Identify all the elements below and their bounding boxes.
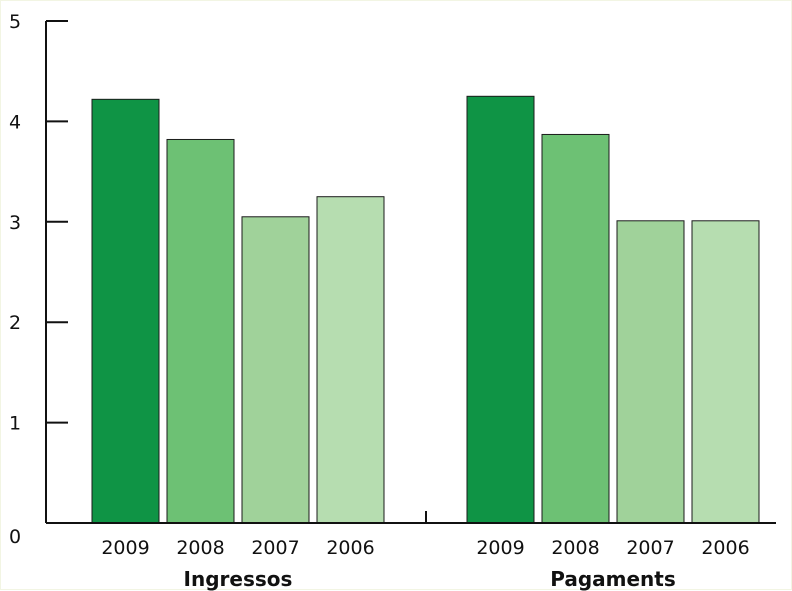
x-category-label: 2007 — [251, 537, 299, 559]
bar-pagaments-2007 — [616, 220, 685, 524]
group-label: Ingressos — [184, 567, 293, 591]
bar-ingressos-2006 — [316, 196, 385, 524]
x-category-label: 2006 — [326, 537, 374, 559]
y-tick-label: 1 — [9, 413, 21, 435]
bar-pagaments-2009 — [466, 95, 535, 524]
bar-pagaments-2006 — [691, 220, 760, 524]
x-category-label: 2006 — [701, 537, 749, 559]
group-label: Pagaments — [550, 567, 676, 591]
bar-ingressos-2009 — [91, 98, 160, 524]
x-category-label: 2009 — [476, 537, 524, 559]
y-tick-label: 2 — [9, 312, 21, 334]
y-tick-label: 4 — [9, 111, 21, 133]
y-tick-label: 0 — [9, 526, 21, 548]
y-tick-label: 3 — [9, 212, 21, 234]
y-tick-label: 5 — [9, 11, 21, 33]
x-category-label: 2008 — [551, 537, 599, 559]
bar-pagaments-2008 — [541, 133, 610, 524]
x-category-label: 2009 — [101, 537, 149, 559]
bar-ingressos-2007 — [241, 216, 310, 524]
x-category-label: 2008 — [176, 537, 224, 559]
x-category-label: 2007 — [626, 537, 674, 559]
bar-ingressos-2008 — [166, 138, 235, 524]
